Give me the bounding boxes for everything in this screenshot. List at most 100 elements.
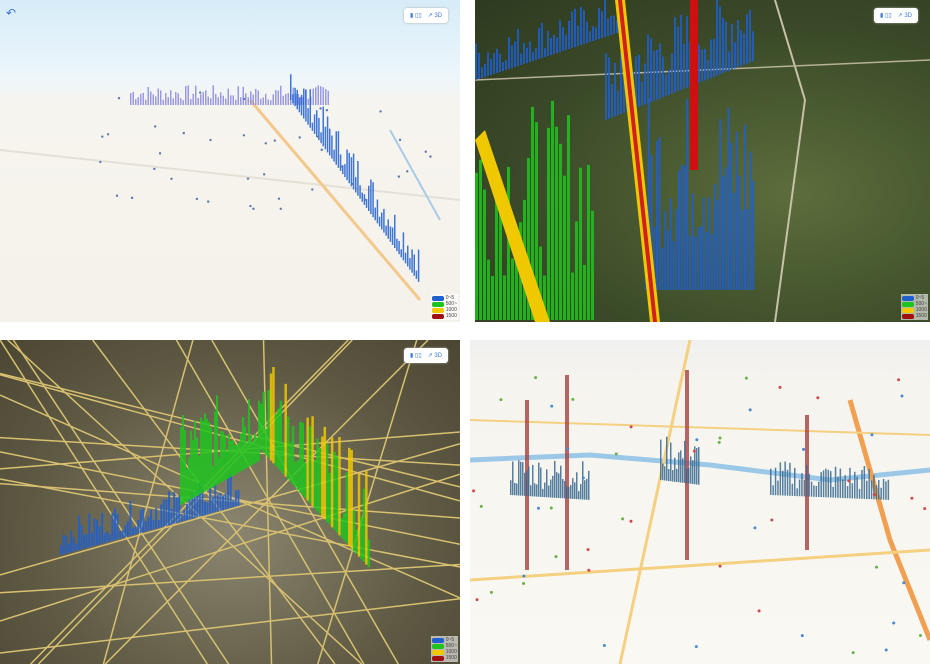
poi-marker [897,378,901,382]
data-bar [592,26,594,41]
data-bar [80,524,83,550]
data-bar [684,440,686,483]
data-bar [202,420,204,493]
data-bar [635,56,637,108]
data-bar [318,447,322,514]
data-bar [638,54,640,107]
road [104,340,429,664]
poi-marker [629,425,633,429]
data-bar [674,457,676,482]
road [248,99,422,301]
data-bar [530,485,532,497]
data-bar [517,29,519,66]
data-bar [541,22,543,58]
view-mode-toggle[interactable]: ▮ ▯▯ ↗ 3D [404,8,448,23]
back-icon[interactable]: ↶ [6,6,17,20]
data-bar [822,470,825,498]
data-bar [803,479,806,497]
data-bar [672,470,674,482]
data-bar [863,466,866,499]
mode-3d-button[interactable]: ↗ 3D [897,13,912,19]
poi-marker [522,574,526,578]
legend-swatch [901,295,914,301]
mode-3d-button[interactable]: ↗ 3D [427,13,442,19]
data-bar [542,488,544,497]
data-bar [675,208,678,290]
data-bar [206,502,209,515]
data-bar [160,504,163,528]
data-bar [206,418,208,491]
data-bar [309,89,311,128]
poi-marker [902,581,906,585]
data-bar [350,157,353,187]
data-bar [698,447,700,485]
data-bar [565,34,567,50]
view-mode-toggle[interactable]: ▮ ▯▯ ↗ 3D [404,348,448,363]
mode-3d-button[interactable]: ↗ 3D [427,353,442,359]
data-bar [487,259,490,320]
data-bar [690,0,698,170]
data-bar [586,478,588,500]
data-bar [272,94,274,105]
data-bar [704,48,706,81]
data-bar [135,99,137,105]
data-bar [340,517,344,538]
data-bar [294,87,296,107]
data-bar [237,489,240,506]
view-mode-toggle[interactable]: ▮ ▯▯ ↗ 3D [874,8,918,23]
data-bar [796,488,798,497]
data-bar [246,442,248,468]
data-bar [481,67,483,78]
data-bar [413,254,415,276]
mode-2d-button[interactable]: ▮ ▯▯ [410,353,422,359]
data-bar [725,21,727,73]
legend-label: 1000 [915,307,927,313]
data-bar [407,245,409,267]
data-bar [499,195,502,320]
map-panel-bottom-left[interactable]: ▮ ▯▯ ↗ 3D 0~5 500~ 1000 1500 [0,340,460,664]
poi-marker [351,182,354,186]
data-bar [659,43,661,99]
data-bar [130,93,132,105]
poi-marker [695,438,699,442]
data-bar [193,494,196,518]
data-bar [508,37,510,69]
data-bar [282,95,284,105]
data-bar [740,30,742,66]
data-bar [289,442,292,482]
data-bar [674,17,676,93]
data-bar [67,543,70,553]
data-bar [114,508,116,540]
data-bar [217,97,219,105]
poi-marker [778,385,782,389]
mode-2d-button[interactable]: ▮ ▯▯ [410,13,422,19]
data-bar [216,395,218,485]
data-bar [147,516,150,531]
data-bar [195,85,197,105]
data-bar [186,468,188,502]
data-bar [242,416,244,471]
data-bar [733,192,735,290]
legend-item: 500~ [431,301,457,307]
road [0,442,460,576]
poi-marker [398,138,402,142]
poi-marker [379,110,382,113]
data-bar [583,264,586,320]
data-bar [670,442,672,482]
data-bar [272,367,275,464]
map-panel-bottom-right[interactable] [470,340,930,664]
data-bar [152,94,154,105]
data-bar [532,464,534,497]
data-bar [567,115,570,320]
data-bar [727,107,730,290]
data-bar [331,135,333,159]
data-bar [359,185,361,199]
data-bar [323,426,327,520]
mode-2d-button[interactable]: ▮ ▯▯ [880,13,892,19]
data-bar [580,484,582,500]
data-bar [577,25,579,46]
map-panel-top-left[interactable]: ↶ ▮ ▯▯ ↗ 3D 0~5 500~ 1000 1500 [0,0,460,322]
legend-swatch [431,637,444,643]
data-bar [784,461,786,496]
map-panel-top-right[interactable]: ▮ ▯▯ ↗ 3D 0~5 500~ 1000 1500 [475,0,930,322]
